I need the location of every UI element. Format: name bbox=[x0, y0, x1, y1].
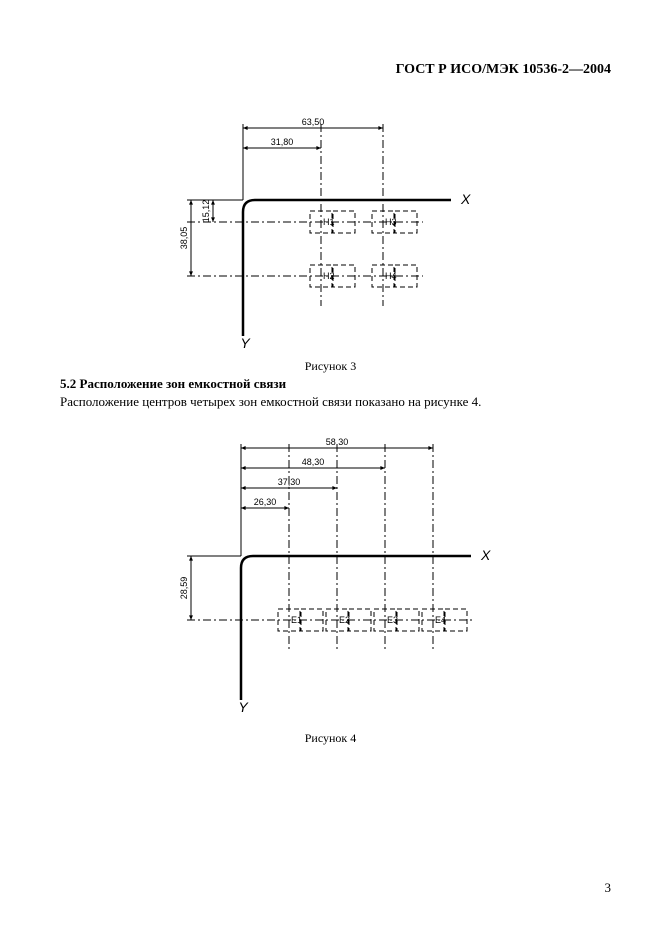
figure-3-caption: Рисунок 3 bbox=[171, 359, 491, 374]
svg-text:15,12: 15,12 bbox=[201, 200, 211, 223]
svg-text:31,80: 31,80 bbox=[270, 137, 293, 147]
svg-text:38,05: 38,05 bbox=[179, 227, 189, 250]
figure-4-diagram: X Y E1 E2 E3 E4 58,3048,3037,3026,30 28,59 bbox=[161, 420, 501, 720]
figure-3-diagram: X Y H1 H3 H2 H4 63,50 31,80 38,05 15,12 bbox=[171, 108, 491, 348]
svg-text:E4: E4 bbox=[435, 615, 446, 625]
svg-text:58,30: 58,30 bbox=[325, 437, 348, 447]
section-body-5-2: Расположение центров четырех зон емкостн… bbox=[60, 394, 481, 410]
svg-text:63,50: 63,50 bbox=[301, 117, 324, 127]
svg-text:Y: Y bbox=[238, 699, 249, 715]
document-page: ГОСТ Р ИСО/МЭК 10536-2—2004 X Y H1 H3 H2 H4 63… bbox=[0, 0, 661, 936]
figure-3: X Y H1 H3 H2 H4 63,50 31,80 38,05 15,12 Рисунок 3 bbox=[171, 108, 491, 374]
svg-text:26,30: 26,30 bbox=[253, 497, 276, 507]
svg-text:E2: E2 bbox=[339, 615, 350, 625]
svg-text:37,30: 37,30 bbox=[277, 477, 300, 487]
svg-text:48,30: 48,30 bbox=[301, 457, 324, 467]
svg-text:H4: H4 bbox=[385, 271, 397, 281]
svg-text:H3: H3 bbox=[385, 217, 397, 227]
svg-text:28,59: 28,59 bbox=[179, 577, 189, 600]
svg-text:X: X bbox=[480, 547, 491, 563]
page-number: 3 bbox=[605, 880, 612, 896]
figure-4: X Y E1 E2 E3 E4 58,3048,3037,3026,30 28,59 Рису… bbox=[161, 420, 501, 746]
svg-text:H2: H2 bbox=[323, 271, 335, 281]
svg-text:E3: E3 bbox=[387, 615, 398, 625]
svg-text:E1: E1 bbox=[291, 615, 302, 625]
svg-text:H1: H1 bbox=[323, 217, 335, 227]
section-heading-5-2: 5.2 Расположение зон емкостной связи bbox=[60, 376, 286, 392]
svg-text:X: X bbox=[460, 191, 471, 207]
figure-4-caption: Рисунок 4 bbox=[161, 731, 501, 746]
svg-text:Y: Y bbox=[240, 335, 251, 348]
standard-id: ГОСТ Р ИСО/МЭК 10536-2—2004 bbox=[396, 62, 611, 78]
